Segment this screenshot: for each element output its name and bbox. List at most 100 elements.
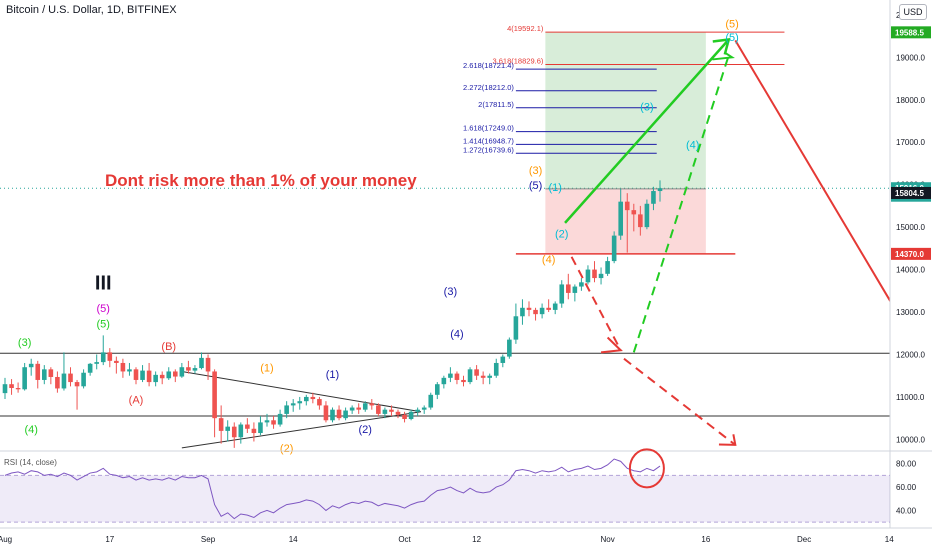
candle-body <box>304 396 309 402</box>
candle <box>323 401 329 423</box>
candle <box>598 267 604 285</box>
y-tick-label: 17000.0 <box>896 138 925 147</box>
price-tag-label: 14370.0 <box>895 250 924 259</box>
candle-body <box>579 282 584 287</box>
bullish-arrowhead <box>712 38 731 55</box>
candle <box>539 303 545 319</box>
rsi-tick-label: 60.00 <box>896 483 917 492</box>
candle <box>140 365 145 383</box>
candle <box>120 358 126 378</box>
price-tag: 15804.5 <box>891 186 931 199</box>
dashed-green-path <box>632 54 730 353</box>
candle-body <box>493 362 499 376</box>
wave-label: (4) <box>450 329 463 341</box>
wave-label: (5) <box>97 318 110 330</box>
candle <box>317 396 322 410</box>
x-tick-label: Nov <box>600 535 614 544</box>
candle-body <box>362 403 368 410</box>
candle-body <box>572 286 578 293</box>
dashed-red-path-2 <box>623 357 736 446</box>
candle-body <box>284 405 289 414</box>
profit-zone <box>545 32 706 189</box>
bearish-line <box>734 39 890 303</box>
candle <box>559 280 565 308</box>
y-tick-label: 12000.0 <box>896 350 925 359</box>
candle-body <box>140 370 145 380</box>
candle <box>644 199 650 230</box>
fib-label-2: 2.618(18721.4) <box>463 61 514 70</box>
candle <box>159 371 165 385</box>
fib-label-1: 3.618(18829.6) <box>493 57 544 66</box>
wave-label: (3) <box>640 101 653 113</box>
candle-body <box>415 409 420 412</box>
candle <box>35 360 41 389</box>
candle <box>238 422 244 444</box>
wave-label: (2) <box>359 424 372 436</box>
wave-label: III <box>95 273 112 295</box>
candle <box>127 362 132 376</box>
candle-body <box>330 409 335 421</box>
candle <box>212 369 217 438</box>
candle-body <box>507 339 512 357</box>
wave-label: (B) <box>161 341 176 353</box>
candle <box>192 365 198 374</box>
y-tick-label: 10000.0 <box>896 435 925 444</box>
candle <box>487 373 492 385</box>
rsi-tick-label: 80.00 <box>896 460 917 469</box>
candle-body <box>389 409 394 412</box>
candle-body <box>2 384 8 394</box>
x-tick-label: 12 <box>472 535 481 544</box>
candle <box>395 409 401 419</box>
candle-body <box>408 411 414 420</box>
candle-body <box>87 363 93 373</box>
y-tick-label: 15000.0 <box>896 223 925 232</box>
candle-body <box>605 261 610 274</box>
candle <box>533 307 538 321</box>
candle-body <box>186 367 191 371</box>
candle <box>297 396 303 410</box>
candle <box>408 409 414 421</box>
candle-body <box>317 399 322 406</box>
candle <box>605 256 610 276</box>
price-tag-bg <box>891 186 931 199</box>
candle <box>55 371 60 393</box>
wave-label: (1) <box>326 369 339 381</box>
wave-label: (1) <box>260 362 273 374</box>
wave-label: (4) <box>24 424 37 436</box>
candle-body <box>369 403 375 406</box>
candle <box>467 367 473 385</box>
currency-button[interactable]: USD <box>899 4 927 20</box>
candle-body <box>448 373 453 378</box>
candle <box>572 284 578 302</box>
candle <box>526 301 532 317</box>
wave-label: (A) <box>129 394 144 406</box>
y-tick-label: 19000.0 <box>896 53 925 62</box>
candle-body <box>225 426 230 431</box>
candle <box>199 352 204 370</box>
dashed-green-head <box>712 52 735 61</box>
wave-label: (5) <box>725 19 738 31</box>
candle <box>461 375 466 387</box>
candle-body <box>81 372 86 387</box>
candle-body <box>245 424 250 429</box>
candle-body <box>28 363 34 368</box>
candle-body <box>611 235 617 262</box>
candle <box>153 371 158 387</box>
candle <box>500 354 506 368</box>
candle <box>651 186 656 211</box>
candle-body <box>644 203 650 228</box>
candle <box>428 392 434 410</box>
candle-body <box>133 369 139 380</box>
candle <box>336 405 342 421</box>
candle-body <box>441 377 447 385</box>
candle-body <box>238 424 244 438</box>
candle <box>133 367 139 385</box>
candle-body <box>74 382 80 387</box>
fib-label-3: 2.272(18212.0) <box>463 83 514 92</box>
candle <box>480 371 486 385</box>
dashed-red-path-1 <box>570 256 622 351</box>
candle-body <box>192 368 198 371</box>
candle-body <box>55 376 60 389</box>
candle <box>435 382 440 400</box>
